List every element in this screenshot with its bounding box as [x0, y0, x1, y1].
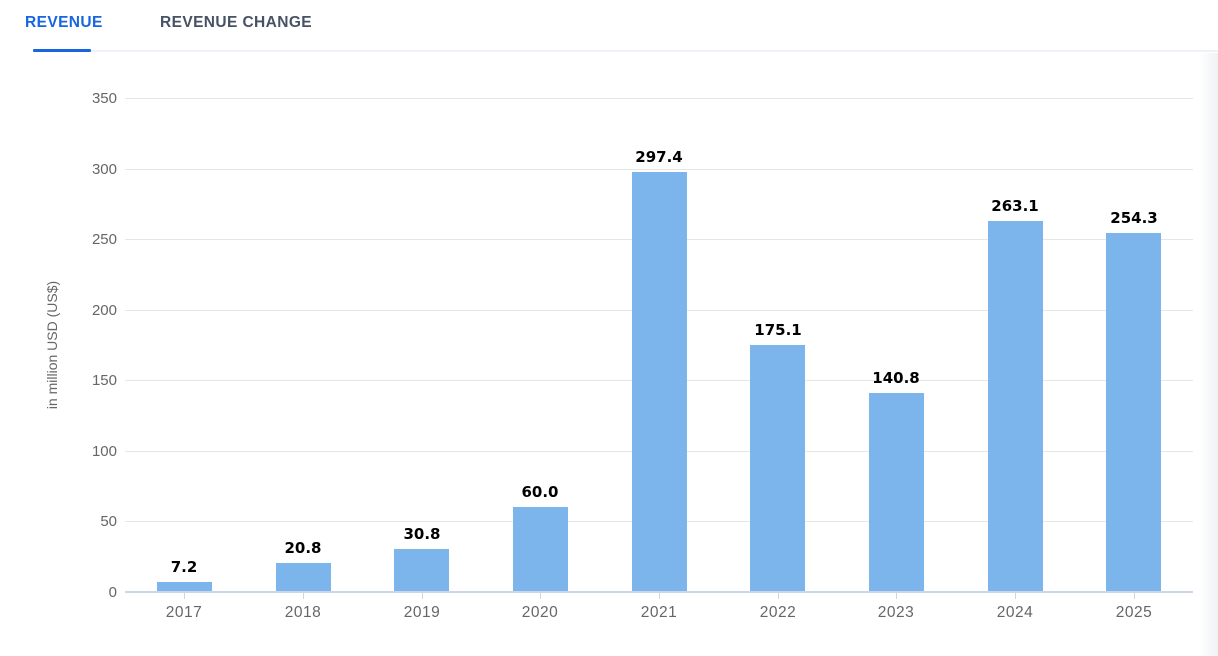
bar-value-label: 297.4 [635, 148, 683, 166]
bar-2021[interactable] [632, 172, 687, 591]
bar-2019[interactable] [394, 549, 449, 591]
y-tick-label: 150 [91, 372, 117, 389]
x-tick [896, 593, 897, 599]
y-tick-label: 50 [100, 513, 117, 530]
x-tick-label: 2018 [284, 604, 322, 621]
tab-revenue-change[interactable]: REVENUE CHANGE [160, 14, 312, 32]
bar-2024[interactable] [988, 221, 1043, 591]
bar-2023[interactable] [869, 393, 924, 591]
x-tick-label: 2022 [759, 604, 797, 621]
y-tick-label: 200 [91, 302, 117, 319]
y-tick-label: 100 [91, 443, 117, 460]
active-tab-underline [33, 49, 91, 52]
x-tick-label: 2019 [403, 604, 441, 621]
bar-2020[interactable] [513, 507, 568, 591]
x-tick-label: 2020 [521, 604, 559, 621]
y-axis-title: in million USD (US$) [44, 280, 60, 410]
y-tick-label: 0 [108, 584, 117, 601]
bar-value-label: 60.0 [521, 483, 559, 501]
tab-bar-divider [33, 50, 1218, 52]
x-tick [303, 593, 304, 599]
x-tick-label: 2017 [165, 604, 203, 621]
x-tick [659, 593, 660, 599]
bar-value-label: 263.1 [991, 197, 1039, 215]
bar-2022[interactable] [750, 345, 805, 591]
right-edge-fade [1200, 53, 1218, 656]
gridline [125, 169, 1193, 170]
x-tick [184, 593, 185, 599]
y-tick-label: 300 [91, 161, 117, 178]
x-tick [778, 593, 779, 599]
gridline [125, 98, 1193, 99]
bar-2025[interactable] [1106, 233, 1161, 591]
bar-value-label: 20.8 [284, 539, 322, 557]
x-tick [540, 593, 541, 599]
x-axis-line [125, 591, 1193, 593]
bar-chart: in million USD (US$) 0 50 100 150 200 250 300 3… [0, 53, 1218, 656]
x-tick-label: 2024 [996, 604, 1034, 621]
x-tick-label: 2023 [877, 604, 915, 621]
x-tick [422, 593, 423, 599]
y-tick-label: 250 [91, 231, 117, 248]
x-tick-label: 2021 [640, 604, 678, 621]
x-tick-label: 2025 [1115, 604, 1153, 621]
x-tick [1015, 593, 1016, 599]
tab-revenue-label: REVENUE [25, 14, 103, 31]
x-tick [1134, 593, 1135, 599]
y-tick-label: 350 [91, 90, 117, 107]
bar-value-label: 254.3 [1110, 209, 1158, 227]
tab-revenue[interactable]: REVENUE [25, 14, 103, 32]
bar-2018[interactable] [276, 563, 331, 591]
bar-value-label: 30.8 [403, 525, 441, 543]
tab-revenue-change-label: REVENUE CHANGE [160, 14, 313, 31]
bar-value-label: 140.8 [872, 369, 920, 387]
bar-value-label: 175.1 [754, 321, 802, 339]
bar-value-label: 7.2 [170, 558, 198, 576]
bar-2017[interactable] [157, 582, 212, 591]
tab-bar: REVENUE REVENUE CHANGE [0, 0, 1218, 53]
